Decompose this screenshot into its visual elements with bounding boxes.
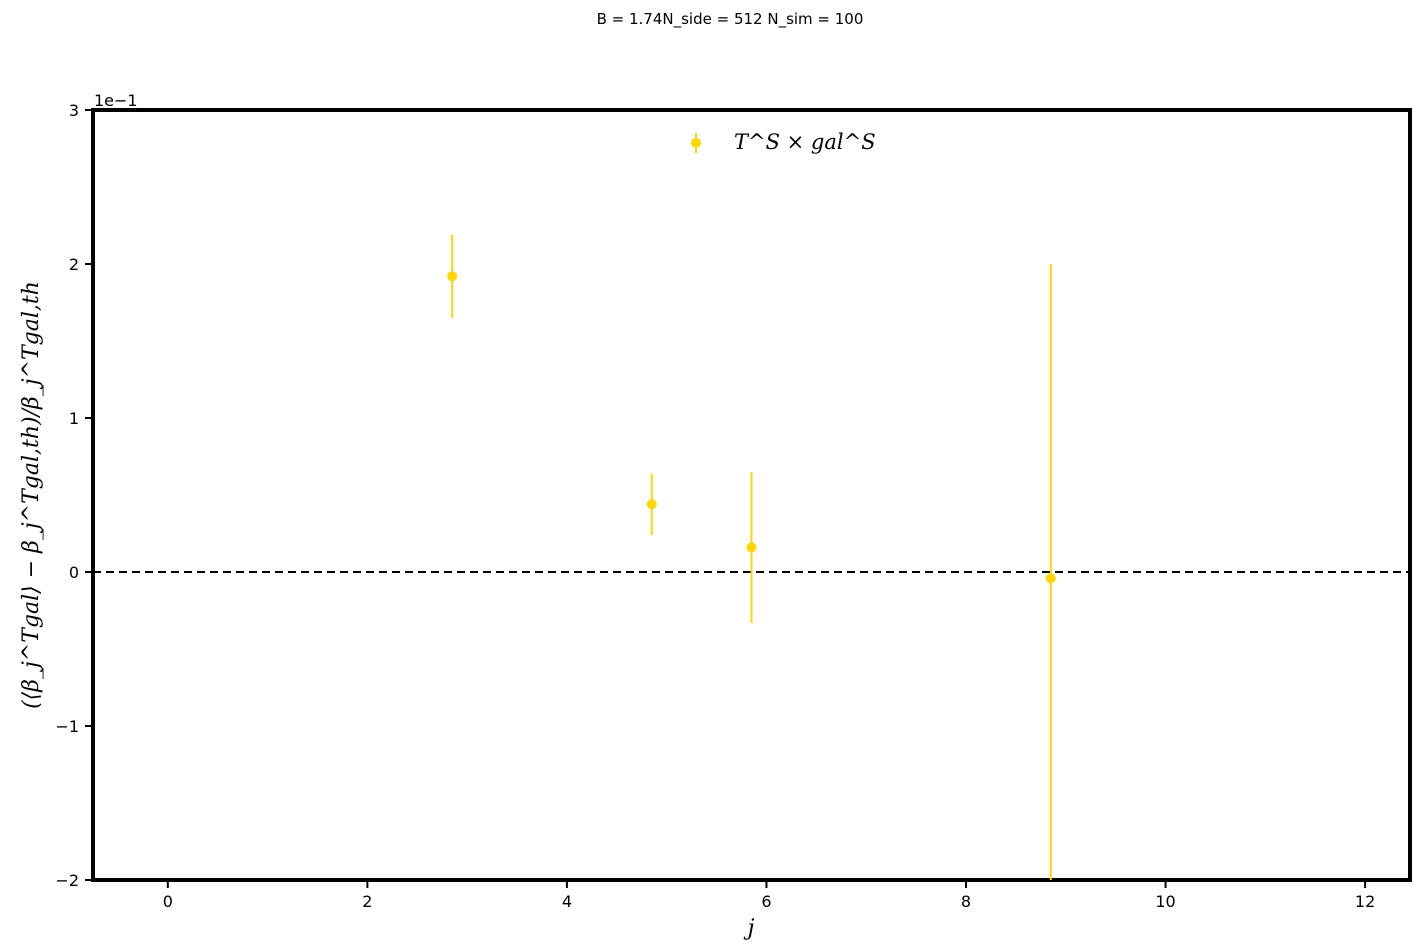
data-point xyxy=(447,271,458,282)
y-tick-label: 3 xyxy=(69,101,79,120)
x-axis-label: j xyxy=(743,916,755,941)
x-tick-label: 8 xyxy=(961,892,971,911)
y-tick-label: 2 xyxy=(69,255,79,274)
data-point xyxy=(1045,573,1056,584)
legend-label: T^S × gal^S xyxy=(734,130,876,154)
x-tick-label: 6 xyxy=(761,892,771,911)
data-point xyxy=(646,499,657,510)
x-axis-ticks: 0 2 4 6 8 10 12 xyxy=(163,880,1375,911)
x-tick-label: 4 xyxy=(562,892,572,911)
y-tick-label: 0 xyxy=(69,563,79,582)
x-tick-label: 2 xyxy=(362,892,372,911)
y-axis-label: (⟨β_j^Tgal⟩ − β_j^Tgal,th)/β_j^Tgal,th xyxy=(19,281,44,709)
x-tick-label: 0 xyxy=(163,892,173,911)
x-tick-label: 10 xyxy=(1155,892,1175,911)
y-tick-label: −2 xyxy=(55,871,79,890)
y-tick-label: −1 xyxy=(55,717,79,736)
chart-title: B = 1.74N_side = 512 N_sim = 100 xyxy=(597,10,864,29)
x-tick-label: 12 xyxy=(1355,892,1375,911)
y-axis-offset-label: 1e−1 xyxy=(94,91,138,110)
legend-point-marker xyxy=(691,138,701,148)
legend: T^S × gal^S xyxy=(691,130,876,154)
data-point xyxy=(746,542,757,553)
y-axis-ticks: −2 −1 0 1 2 3 xyxy=(55,101,93,890)
y-tick-label: 1 xyxy=(69,409,79,428)
plot-frame xyxy=(91,108,1412,882)
data-points xyxy=(447,234,1056,880)
